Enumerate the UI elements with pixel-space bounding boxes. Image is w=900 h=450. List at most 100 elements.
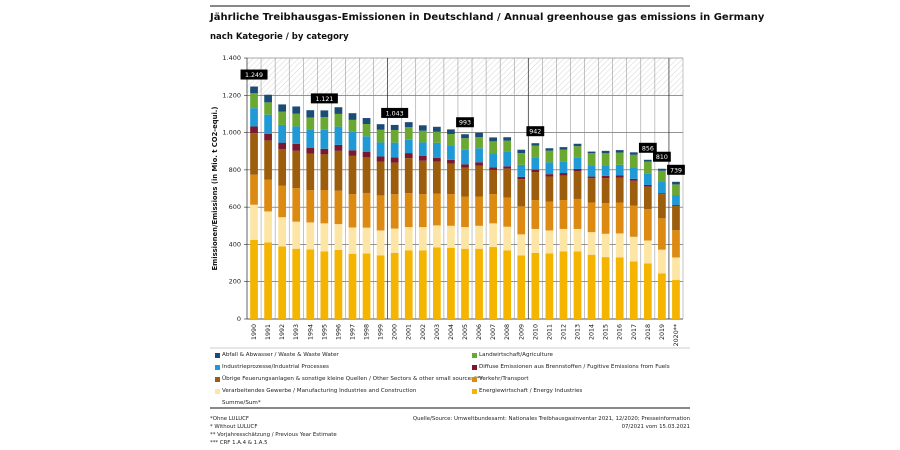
bar-segment xyxy=(629,180,638,206)
bar-segment xyxy=(447,194,455,226)
x-tick-label: 2003 xyxy=(434,324,441,340)
bar-segment xyxy=(672,280,680,319)
legend-label: Verarbeitendes Gewerbe / Manufacturing I… xyxy=(222,388,417,394)
bar-segment xyxy=(376,124,385,130)
total-label: 739 xyxy=(670,167,682,174)
bar-segment xyxy=(306,117,315,130)
bar-segment xyxy=(573,171,582,199)
bar-segment xyxy=(292,221,301,249)
bar-segment xyxy=(278,217,287,247)
bar-segment xyxy=(334,107,343,114)
bar-segment xyxy=(503,197,512,227)
bar-segment xyxy=(390,228,399,253)
bar-segment xyxy=(348,253,357,319)
bar-segment xyxy=(615,257,624,319)
bar-segment xyxy=(643,159,652,162)
bar-segment xyxy=(517,176,526,180)
bar-segment xyxy=(517,164,526,177)
bar-segment xyxy=(433,225,441,248)
legend-item-sum: Summe/Sum* xyxy=(222,400,261,406)
legend-item-energy: Energiewirtschaft / Energy Industries xyxy=(472,388,582,394)
bar-segment xyxy=(573,146,582,158)
bar-segment xyxy=(475,225,483,249)
bar-segment xyxy=(545,201,554,231)
x-tick-label: 1990 xyxy=(251,324,258,340)
bar-segment xyxy=(348,155,357,195)
bar-segment xyxy=(573,157,582,169)
bar-segment xyxy=(418,250,427,319)
bar-segment xyxy=(601,150,610,154)
bar-segment xyxy=(306,110,315,118)
bar-segment xyxy=(475,248,483,319)
bar-segment xyxy=(278,148,287,186)
bar-segment xyxy=(404,193,413,228)
bar-segment xyxy=(334,144,343,151)
bar-segment xyxy=(320,110,329,118)
bar-segment xyxy=(264,242,272,319)
bar-segment xyxy=(376,255,385,319)
bar-segment xyxy=(447,225,455,248)
bar-segment xyxy=(433,161,441,194)
bar-segment xyxy=(250,174,258,205)
footnote: ** Vorjahresschätzung / Previous Year Es… xyxy=(210,432,337,438)
bar-segment xyxy=(658,273,666,319)
bar-segment xyxy=(573,168,582,172)
bar-segment xyxy=(320,154,329,190)
legend-label: Abfall & Abwasser / Waste & Waste Water xyxy=(222,352,339,358)
bar-segment xyxy=(517,179,526,207)
x-tick-label: 2014 xyxy=(589,324,596,340)
bar-segment xyxy=(334,224,343,250)
bar-segment xyxy=(643,263,652,319)
legend-label: Energiewirtschaft / Energy Industries xyxy=(479,388,583,394)
bar-segment xyxy=(475,165,483,197)
bar-segment xyxy=(418,160,427,195)
bar-segment xyxy=(404,127,413,140)
bar-segment xyxy=(629,261,638,319)
bar-segment xyxy=(348,113,357,120)
bar-segment xyxy=(278,104,287,112)
bar-segment xyxy=(334,113,343,127)
bar-segment xyxy=(601,175,610,179)
bar-segment xyxy=(545,174,554,177)
bar-segment xyxy=(376,142,385,157)
bar-segment xyxy=(545,162,554,175)
bar-segment xyxy=(461,167,469,197)
bar-segment xyxy=(433,142,441,158)
bar-segment xyxy=(672,205,680,207)
bar-segment xyxy=(615,177,624,203)
bar-segment xyxy=(489,247,497,319)
bar-segment xyxy=(545,150,554,163)
bar-segment xyxy=(601,203,610,234)
bar-segment xyxy=(615,202,624,234)
bar-segment xyxy=(320,189,329,224)
bar-segment xyxy=(503,166,512,169)
bar-segment xyxy=(531,157,540,170)
bar-segment xyxy=(587,202,596,233)
x-tick-label: 1999 xyxy=(378,324,385,340)
bar-segment xyxy=(531,253,540,319)
legend-label: Landwirtschaft/Agriculture xyxy=(479,352,553,358)
bar-segment xyxy=(587,165,596,177)
bar-segment xyxy=(461,227,469,249)
bar-segment xyxy=(531,145,540,158)
bar-segment xyxy=(348,119,357,132)
bar-segment xyxy=(264,211,272,243)
x-tick-label: 1992 xyxy=(279,324,286,340)
bar-segment xyxy=(601,257,610,319)
bar-segment xyxy=(292,113,301,127)
bar-segment xyxy=(348,131,357,151)
bar-segment xyxy=(278,124,287,143)
bar-segment xyxy=(418,155,427,161)
y-tick-label: 800 xyxy=(229,166,241,174)
bar-segment xyxy=(503,151,512,167)
bar-segment xyxy=(461,138,469,150)
x-tick-label: 2019 xyxy=(659,324,666,340)
bar-segment xyxy=(643,161,652,174)
bar-segment xyxy=(376,156,385,162)
bar-segment xyxy=(615,164,624,176)
bar-segment xyxy=(433,126,441,132)
bar-segment xyxy=(587,232,596,255)
bar-segment xyxy=(559,228,568,252)
bar-segment xyxy=(404,227,413,251)
x-tick-label: 1991 xyxy=(265,324,272,340)
